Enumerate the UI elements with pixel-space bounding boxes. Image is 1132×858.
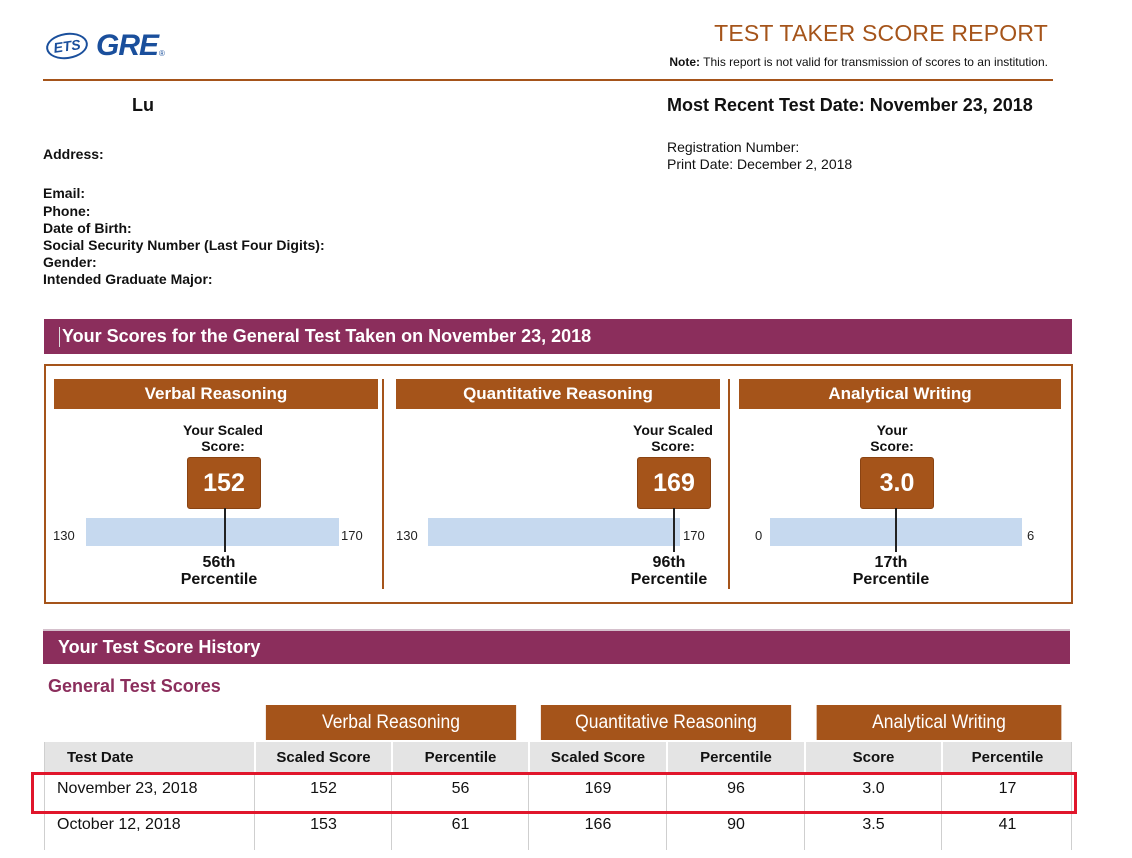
row2-quant-scaled: 166 <box>584 815 612 833</box>
verbal-score-label-line1: Your Scaled <box>183 422 263 438</box>
row1-verbal-percentile: 56 <box>451 779 470 797</box>
print-date: Print Date: December 2, 2018 <box>667 156 853 172</box>
verbal-percentile: 56th Percentile <box>164 554 274 588</box>
history-group-writing-label: Analytical Writing <box>872 711 1006 733</box>
row1-quant-percentile: 96 <box>727 779 745 797</box>
quant-percentile-value: 96th <box>652 554 686 571</box>
col-quant-percentile: Percentile <box>668 742 804 772</box>
gender-label: Gender: <box>43 254 97 270</box>
writing-score-label-line1: Your <box>876 422 908 438</box>
quant-score-label-line1: Your Scaled <box>633 422 713 438</box>
quant-score-bar <box>428 518 680 546</box>
row2-writing-percentile: 41 <box>998 815 1017 833</box>
dob-label: Date of Birth: <box>43 220 132 236</box>
table-row: November 23, 2018 152 56 169 96 3.0 17 <box>44 770 1072 807</box>
verbal-percentile-label: Percentile <box>180 571 258 588</box>
note-text: This report is not valid for transmissio… <box>700 55 1048 69</box>
writing-section-header: Analytical Writing <box>739 379 1061 409</box>
report-note: Note: This report is not valid for trans… <box>669 55 1048 69</box>
writing-percentile: 17th Percentile <box>836 554 946 588</box>
quant-min: 130 <box>396 528 418 543</box>
writing-score-marker <box>895 508 897 552</box>
verbal-percentile-value: 56th <box>202 554 236 571</box>
history-section-title: Your Test Score History <box>58 637 261 657</box>
row1-writing-percentile: 17 <box>998 779 1017 797</box>
general-test-scores-title: General Test Scores <box>48 676 221 696</box>
email-label: Email: <box>43 185 86 201</box>
history-group-writing: Analytical Writing <box>816 705 1062 740</box>
table-left-border <box>44 742 45 850</box>
history-group-verbal-label: Verbal Reasoning <box>322 711 460 733</box>
latest-score-highlight <box>31 772 1077 814</box>
verbal-score-bar <box>86 518 339 546</box>
major-label: Intended Graduate Major: <box>43 271 213 287</box>
scores-section-title: Your Scores for the General Test Taken o… <box>62 326 592 346</box>
writing-percentile-label: Percentile <box>852 571 930 588</box>
verbal-section-header: Verbal Reasoning <box>54 379 378 409</box>
writing-percentile-value: 17th <box>874 554 908 571</box>
row2-test-date: October 12, 2018 <box>57 815 181 833</box>
verbal-score-label: Your Scaled Score: <box>168 422 278 454</box>
candidate-name: Lu <box>132 95 154 115</box>
quant-score-label: Your Scaled Score: <box>618 422 728 454</box>
col-writing-percentile: Percentile <box>943 742 1072 772</box>
quant-score-label-line2: Score: <box>651 438 695 454</box>
report-title: TEST TAKER SCORE REPORT <box>714 20 1048 46</box>
ets-gre-logo: ETS GRE ® <box>44 28 165 64</box>
quant-score-marker <box>672 508 675 552</box>
col-writing-score: Score <box>806 742 941 772</box>
text-caret <box>59 326 60 347</box>
row1-verbal-scaled: 152 <box>310 779 337 797</box>
address-label: Address: <box>43 146 104 162</box>
row2-verbal-percentile: 61 <box>451 815 470 833</box>
history-group-verbal: Verbal Reasoning <box>265 705 517 740</box>
verbal-score-box: 152 <box>187 457 261 509</box>
row1-quant-scaled: 169 <box>584 779 612 797</box>
quant-max: 170 <box>683 528 705 543</box>
registered-mark: ® <box>159 49 165 58</box>
ets-logo-mark: ETS <box>44 30 90 62</box>
quant-percentile-label: Percentile <box>630 571 708 588</box>
row1-test-date: November 23, 2018 <box>57 779 198 797</box>
history-group-quant: Quantitative Reasoning <box>540 705 792 740</box>
ssn-label: Social Security Number (Last Four Digits… <box>43 237 325 253</box>
note-label: Note: <box>669 55 701 69</box>
history-group-quant-label: Quantitative Reasoning <box>575 711 757 733</box>
registration-number: Registration Number: <box>667 139 800 155</box>
section-divider <box>382 379 384 589</box>
quant-score-box: 169 <box>637 457 711 509</box>
scores-section-header: Your Scores for the General Test Taken o… <box>44 319 1072 354</box>
gre-logo-text: GRE <box>96 29 159 62</box>
table-row: October 12, 2018 153 61 166 90 3.5 41 <box>44 806 1072 843</box>
writing-score-box: 3.0 <box>860 457 934 509</box>
history-section-header: Your Test Score History <box>43 629 1070 664</box>
row2-writing-score: 3.5 <box>862 815 885 833</box>
row1-writing-score: 3.0 <box>862 779 885 797</box>
writing-max: 6 <box>1027 528 1035 543</box>
col-verbal-scaled: Scaled Score <box>256 742 391 772</box>
row2-verbal-scaled: 153 <box>310 815 337 833</box>
col-test-date: Test Date <box>44 742 254 772</box>
writing-min: 0 <box>755 528 763 543</box>
writing-score-label: Your Score: <box>837 422 947 454</box>
most-recent-test-date: Most Recent Test Date: November 23, 2018 <box>667 95 1033 115</box>
phone-label: Phone: <box>43 203 91 219</box>
col-quant-scaled: Scaled Score <box>530 742 666 772</box>
verbal-score-label-line2: Score: <box>201 438 245 454</box>
verbal-min: 130 <box>53 528 75 543</box>
scores-panel <box>44 364 1073 604</box>
verbal-max: 170 <box>341 528 363 543</box>
table-right-border <box>1071 742 1072 850</box>
header-divider <box>43 79 1053 81</box>
col-verbal-percentile: Percentile <box>393 742 528 772</box>
verbal-score-marker <box>224 508 227 552</box>
row2-quant-percentile: 90 <box>727 815 745 833</box>
quant-percentile: 96th Percentile <box>614 554 724 588</box>
section-divider <box>728 379 730 589</box>
quant-section-header: Quantitative Reasoning <box>396 379 720 409</box>
writing-score-label-line2: Score: <box>870 438 914 454</box>
